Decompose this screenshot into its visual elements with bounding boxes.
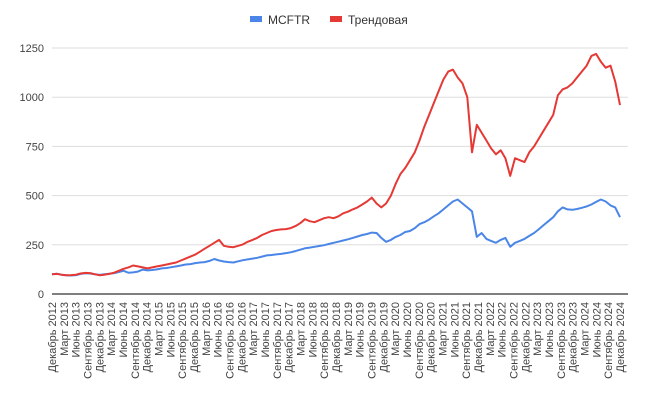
x-tick-label: Сентябрь 2019 xyxy=(367,302,379,379)
series-line-trend xyxy=(51,52,621,277)
series-line-mcftr xyxy=(51,198,621,277)
x-tick-label: Декабрь 2014 xyxy=(142,302,154,372)
series-lines xyxy=(51,52,621,277)
x-tick-label: Декабрь 2013 xyxy=(94,302,106,372)
x-tick-label: Март 2015 xyxy=(154,302,166,356)
x-tick-label: Сентябрь 2024 xyxy=(603,302,615,379)
x-tick-label: Март 2013 xyxy=(59,302,71,356)
x-tick-label: Июнь 2018 xyxy=(307,302,319,358)
x-tick-label: Сентябрь 2013 xyxy=(83,302,95,379)
x-tick-label: Март 2019 xyxy=(343,302,355,356)
x-tick-label: Сентябрь 2018 xyxy=(319,302,331,379)
legend-label-mcftr: MCFTR xyxy=(268,13,310,27)
y-tick-label: 1000 xyxy=(20,92,44,104)
y-tick-label: 500 xyxy=(26,191,44,203)
x-tick-label: Июнь 2016 xyxy=(213,302,225,358)
x-tick-label: Июнь 2014 xyxy=(118,302,130,358)
x-tick-label: Март 2017 xyxy=(248,302,260,356)
x-tick-label: Декабрь 2019 xyxy=(378,302,390,372)
x-tick-label: Март 2020 xyxy=(390,302,402,356)
gridlines xyxy=(52,47,628,295)
x-tick-label: Декабрь 2018 xyxy=(331,302,343,372)
legend-label-trend: Трендовая xyxy=(348,13,408,27)
x-tick-label: Июнь 2024 xyxy=(591,302,603,358)
x-tick-label: Сентябрь 2015 xyxy=(177,302,189,379)
y-tick-label: 250 xyxy=(26,240,44,252)
x-tick-label: Декабрь 2012 xyxy=(47,302,59,372)
x-tick-label: Декабрь 2016 xyxy=(236,302,248,372)
y-tick-label: 0 xyxy=(38,289,44,301)
x-tick-label: Март 2024 xyxy=(580,302,592,356)
x-tick-label: Июнь 2023 xyxy=(544,302,556,358)
x-tick-label: Март 2023 xyxy=(532,302,544,356)
x-tick-label: Сентябрь 2016 xyxy=(225,302,237,379)
x-tick-label: Март 2021 xyxy=(438,302,450,356)
x-tick-label: Июнь 2015 xyxy=(165,302,177,358)
legend-swatch-mcftr xyxy=(250,16,262,22)
y-tick-label: 750 xyxy=(26,141,44,153)
x-tick-label: Июнь 2022 xyxy=(497,302,509,358)
x-tick-label: Сентябрь 2020 xyxy=(414,302,426,379)
x-tick-label: Сентябрь 2022 xyxy=(509,302,521,379)
x-tick-label: Июнь 2013 xyxy=(71,302,83,358)
x-tick-label: Сентябрь 2023 xyxy=(556,302,568,379)
x-tick-label: Июнь 2019 xyxy=(355,302,367,358)
x-tick-label: Июнь 2021 xyxy=(449,302,461,358)
x-tick-label: Декабрь 2015 xyxy=(189,302,201,372)
x-tick-label: Июнь 2020 xyxy=(402,302,414,358)
x-tick-label: Декабрь 2023 xyxy=(568,302,580,372)
x-axis-ticks: Декабрь 2012 Март 2013 Июнь 2013 Сентябрь 2… xyxy=(47,302,627,379)
x-tick-label: Декабрь 2024 xyxy=(615,302,627,372)
y-tick-label: 1250 xyxy=(20,43,44,55)
legend-swatch-trend xyxy=(330,16,342,22)
y-axis-ticks: 0 250 500 750 1000 1250 xyxy=(20,43,44,301)
x-tick-label: Июнь 2017 xyxy=(260,302,272,358)
legend: MCFTR Трендовая xyxy=(250,13,408,27)
x-tick-label: Декабрь 2022 xyxy=(520,302,532,372)
x-tick-label: Декабрь 2017 xyxy=(284,302,296,372)
x-tick-label: Март 2018 xyxy=(296,302,308,356)
x-tick-label: Март 2022 xyxy=(485,302,497,356)
x-tick-label: Сентябрь 2014 xyxy=(130,302,142,379)
x-tick-label: Март 2014 xyxy=(106,302,118,356)
x-tick-label: Декабрь 2021 xyxy=(473,302,485,372)
x-tick-label: Сентябрь 2017 xyxy=(272,302,284,379)
x-tick-label: Март 2016 xyxy=(201,302,213,356)
x-tick-label: Сентябрь 2021 xyxy=(461,302,473,379)
x-tick-label: Декабрь 2020 xyxy=(426,302,438,372)
